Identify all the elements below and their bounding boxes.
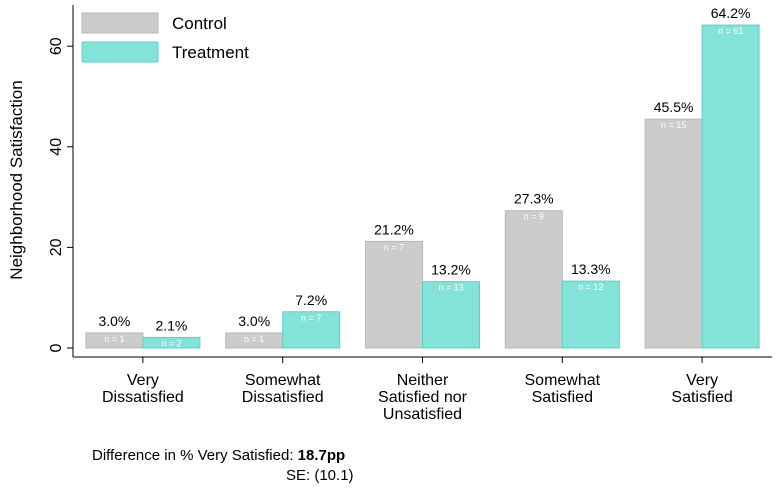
n-label-treatment-5: n = 61 [718,26,743,36]
y-tick-label-60: 60 [48,37,65,55]
data-label-treatment-3: 13.2% [431,262,471,278]
n-label-control-2: n = 1 [244,334,264,344]
n-label-control-5: n = 15 [661,120,686,130]
legend-label-treatment: Treatment [172,43,249,62]
n-label-treatment-2: n = 7 [301,313,321,323]
data-label-control-2: 3.0% [238,313,270,329]
standard-error-note: SE: (10.1) [286,467,354,484]
x-tick-label-4: Somewhat Satisfied [525,372,601,406]
bar-treatment-1 [142,336,201,349]
data-label-treatment-2: 7.2% [295,292,327,308]
data-label-treatment-4: 13.3% [571,261,611,277]
x-tick-label-1: Very Dissatisfied [102,372,184,406]
n-label-treatment-1: n = 2 [161,338,181,348]
difference-label: Difference in % Very Satisfied: [92,447,298,464]
axes-layer [67,5,772,363]
x-tick-label-5: Very Satisfied [671,372,732,406]
legend-label-control: Control [172,14,227,33]
bar-treatment-5 [701,24,760,349]
data-label-treatment-5: 64.2% [711,5,751,21]
n-label-control-1: n = 1 [104,334,124,344]
bar-control-3 [365,240,423,349]
difference-value: 18.7pp [297,447,346,464]
x-tick-label-3: Neither Satisfied nor Unsatisfied [378,372,468,423]
data-label-control-5: 45.5% [654,99,694,115]
legend-swatch-control [81,12,159,34]
bar-control-5 [644,118,703,349]
legend: Control Treatment [81,12,249,63]
bar-treatment-2 [282,311,341,349]
n-label-control-3: n = 7 [384,242,404,252]
y-tick-label-0: 0 [48,343,65,352]
y-tick-label-20: 20 [48,238,65,256]
data-label-control-3: 21.2% [374,221,414,237]
difference-note: Difference in % Very Satisfied: 18.7pp [92,447,345,465]
legend-swatch-treatment [81,41,159,63]
n-label-control-4: n = 9 [524,212,544,222]
bar-control-4 [504,210,563,349]
y-tick-label-40: 40 [48,138,65,156]
x-tick-label-2: Somewhat Dissatisfied [242,372,324,406]
labels-layer: 3.0% n = 1 2.1% n = 2 Very Dissatisfied 3.0% n … [7,5,750,423]
data-label-control-1: 3.0% [98,313,130,329]
bars-layer [85,24,760,349]
n-label-treatment-3: n = 13 [438,283,463,293]
data-label-treatment-1: 2.1% [155,317,187,333]
data-label-control-4: 27.3% [514,191,554,207]
bar-treatment-3 [422,281,480,349]
bar-treatment-4 [561,280,620,349]
y-axis-title: Neighborhood Satisfaction [7,80,26,279]
n-label-treatment-4: n = 12 [578,282,603,292]
